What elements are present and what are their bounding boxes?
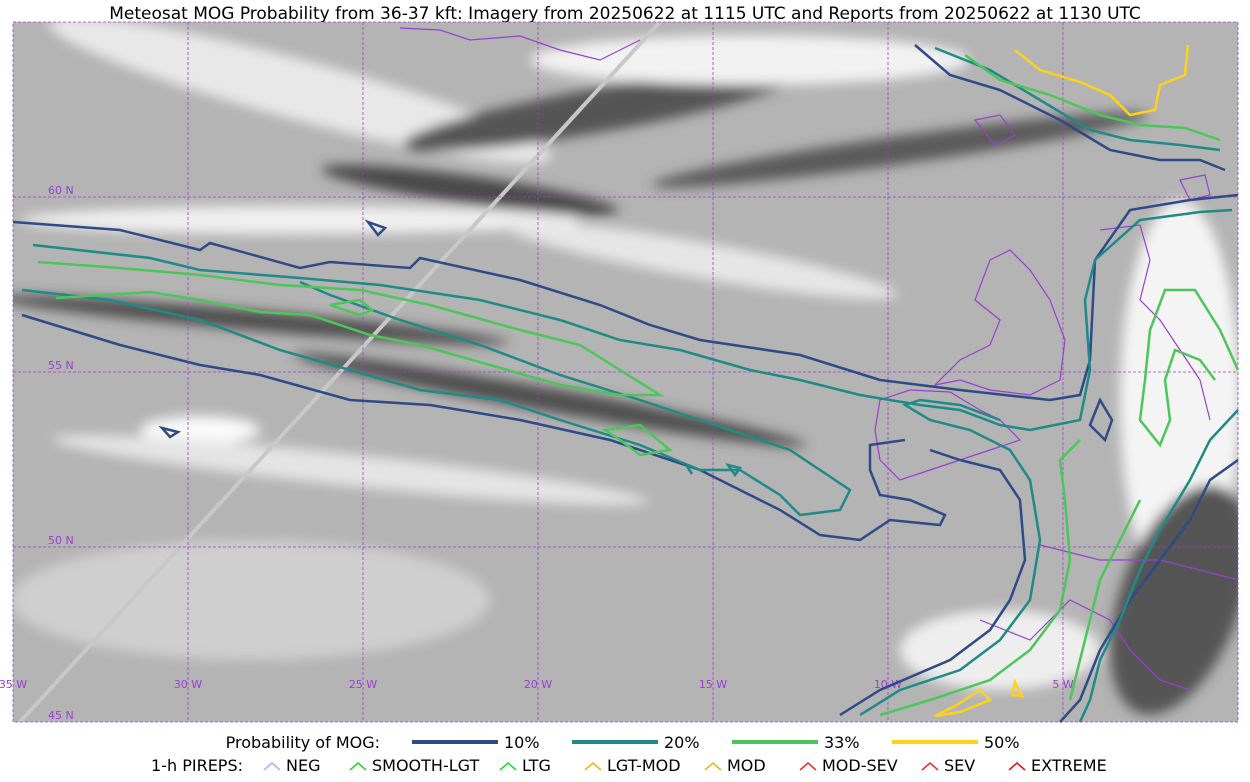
latitude-label: 55 N <box>48 359 74 372</box>
pirep-symbol <box>799 762 817 771</box>
legend: Probability of MOG: 10% 20% 33% 50% 1-h PIREP… <box>151 733 1107 775</box>
legend-title: 1-h PIREPS: <box>151 756 243 775</box>
latitude-label: 45 N <box>48 709 74 722</box>
map-title: Meteosat MOG Probability from 36-37 kft:… <box>109 4 1141 24</box>
pirep-symbol <box>921 762 939 771</box>
longitude-label: 20 W <box>524 678 552 691</box>
latitude-label: 60 N <box>48 184 74 197</box>
legend-label: NEG <box>286 756 320 775</box>
legend-title: Probability of MOG: <box>226 733 380 752</box>
pirep-symbol <box>499 762 517 771</box>
longitude-label: 35 W <box>0 678 27 691</box>
pirep-symbol <box>704 762 722 771</box>
legend-label: EXTREME <box>1031 756 1107 775</box>
probability-contours <box>12 44 1240 723</box>
legend-label: SMOOTH-LGT <box>372 756 479 775</box>
latitude-label: 50 N <box>48 534 74 547</box>
longitude-label: 15 W <box>699 678 727 691</box>
legend-label: 10% <box>504 733 540 752</box>
satellite-imagery <box>13 22 1238 722</box>
legend-label: LGT-MOD <box>607 756 681 775</box>
longitude-label: 10 W <box>874 678 902 691</box>
longitude-label: 5 W <box>1052 678 1073 691</box>
longitude-label: 25 W <box>349 678 377 691</box>
legend-label: LTG <box>522 756 551 775</box>
legend-label: 33% <box>824 733 860 752</box>
longitude-label: 30 W <box>174 678 202 691</box>
legend-label: MOD <box>727 756 766 775</box>
pirep-symbol <box>263 762 281 771</box>
legend-label: 50% <box>984 733 1020 752</box>
pirep-symbol <box>349 762 367 771</box>
legend-label: 20% <box>664 733 700 752</box>
legend-label: SEV <box>944 756 975 775</box>
legend-label: MOD-SEV <box>822 756 898 775</box>
grid-labels: 60 N 55 N 50 N 45 N 35 W 30 W 25 W 20 W 15 W 10 W… <box>0 184 1074 722</box>
pirep-symbol <box>584 762 602 771</box>
pirep-symbol <box>1008 762 1026 771</box>
